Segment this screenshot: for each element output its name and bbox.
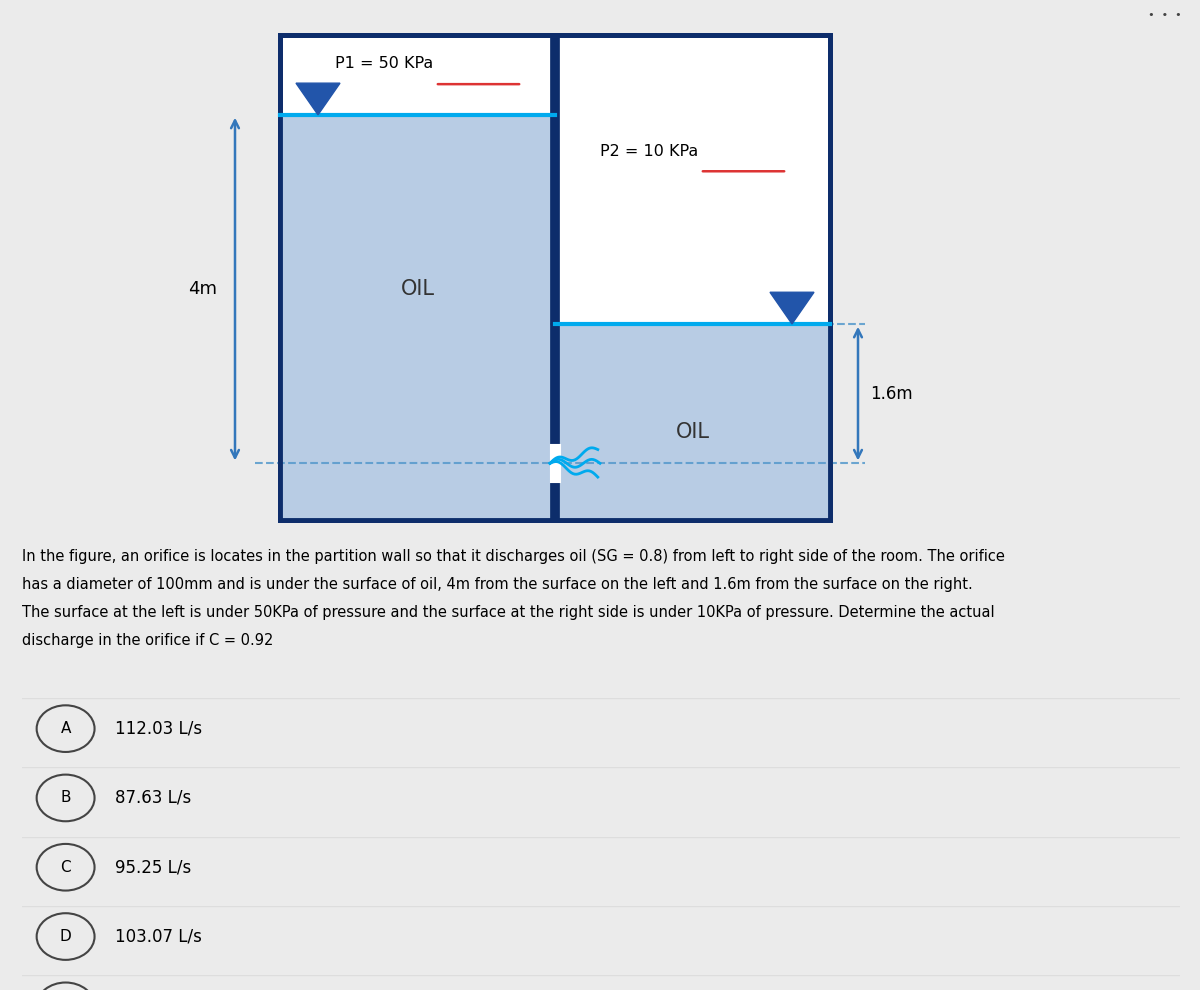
Text: B: B (60, 790, 71, 806)
Text: discharge in the orifice if C = 0.92: discharge in the orifice if C = 0.92 (22, 633, 272, 647)
Text: In the figure, an orifice is locates in the partition wall so that it discharges: In the figure, an orifice is locates in … (22, 549, 1004, 564)
Text: • • •: • • • (1148, 10, 1182, 20)
Text: 95.25 L/s: 95.25 L/s (115, 858, 192, 876)
Text: P2 = 10 KPa: P2 = 10 KPa (600, 144, 698, 158)
Bar (554, 324, 830, 520)
Text: has a diameter of 100mm and is under the surface of oil, 4m from the surface on : has a diameter of 100mm and is under the… (22, 577, 972, 592)
Text: P1 = 50 KPa: P1 = 50 KPa (335, 56, 433, 71)
Text: 4m: 4m (188, 280, 217, 298)
Text: OIL: OIL (676, 422, 709, 442)
Text: 103.07 L/s: 103.07 L/s (115, 928, 203, 945)
Bar (280, 35, 830, 520)
Text: OIL: OIL (401, 279, 434, 299)
Polygon shape (770, 292, 814, 324)
Bar (280, 35, 830, 520)
Text: The surface at the left is under 50KPa of pressure and the surface at the right : The surface at the left is under 50KPa o… (22, 605, 995, 620)
Bar (280, 115, 554, 520)
Text: A: A (60, 721, 71, 737)
Text: 1.6m: 1.6m (870, 385, 913, 403)
Text: 87.63 L/s: 87.63 L/s (115, 789, 192, 807)
Polygon shape (296, 83, 340, 115)
Text: D: D (60, 929, 72, 944)
Text: 112.03 L/s: 112.03 L/s (115, 720, 203, 738)
Text: C: C (60, 859, 71, 875)
